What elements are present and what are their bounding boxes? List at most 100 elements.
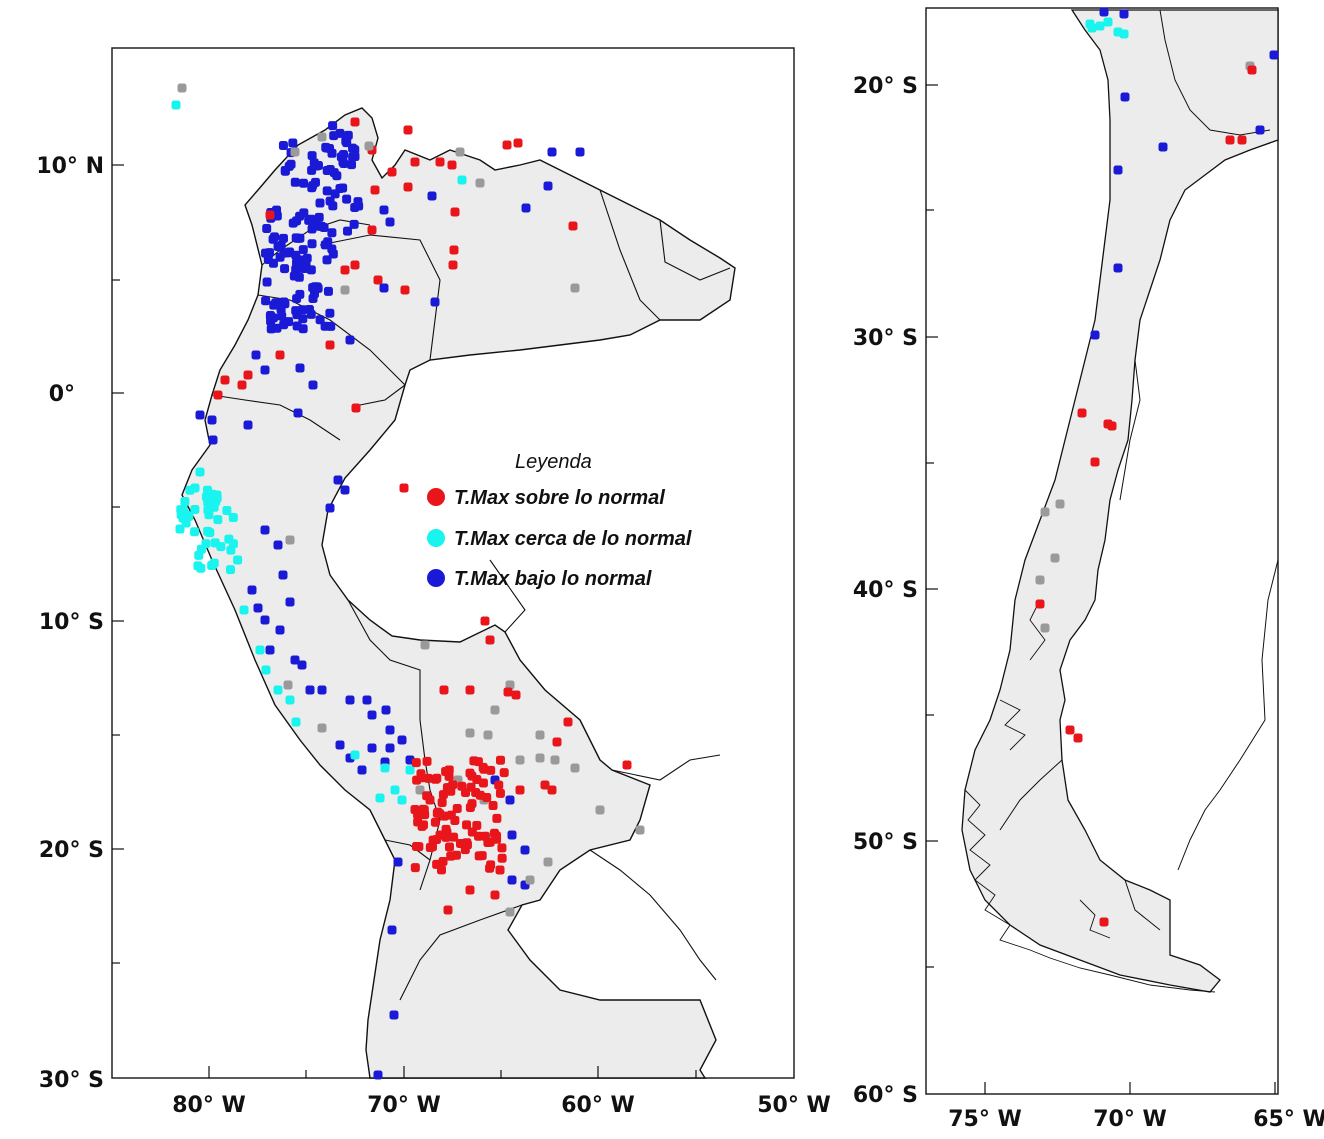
left-station-47	[266, 324, 276, 334]
left-station-413	[432, 808, 442, 818]
left-station-200	[260, 525, 270, 535]
right-ytick-60s: 60° S	[853, 1083, 918, 1108]
right-station-5	[1085, 19, 1095, 29]
right-map-stations	[1035, 7, 1279, 927]
left-map-landmass	[181, 107, 736, 1079]
left-station-171	[237, 380, 247, 390]
left-station-100	[315, 198, 325, 208]
left-station-435	[490, 890, 500, 900]
left-station-409	[486, 860, 496, 870]
right-station-0	[1103, 17, 1113, 27]
left-station-76	[273, 241, 283, 251]
left-station-104	[314, 212, 324, 222]
left-station-193	[243, 420, 253, 430]
left-station-72	[310, 282, 320, 292]
left-ytick-10s: 10° S	[39, 610, 104, 635]
left-station-167	[502, 140, 512, 150]
left-station-426	[503, 687, 513, 697]
left-station-176	[350, 260, 360, 270]
left-station-399	[442, 783, 452, 793]
left-station-432	[540, 780, 550, 790]
left-station-423	[485, 635, 495, 645]
right-station-9	[1255, 125, 1265, 135]
left-station-144	[343, 130, 353, 140]
left-station-58	[298, 305, 308, 315]
left-station-151	[403, 125, 413, 135]
left-station-294	[405, 765, 415, 775]
left-station-192	[251, 350, 261, 360]
left-station-219	[385, 743, 395, 753]
left-station-188	[295, 363, 305, 373]
left-station-164	[325, 340, 335, 350]
legend-marker-above	[427, 488, 445, 506]
left-station-128	[307, 151, 317, 161]
left-station-158	[403, 182, 413, 192]
legend-marker-below	[427, 569, 445, 587]
left-station-220	[397, 735, 407, 745]
left-station-109	[322, 186, 332, 196]
left-station-202	[265, 645, 275, 655]
left-station-386	[438, 790, 448, 800]
left-station-302	[475, 178, 485, 188]
left-station-52	[262, 224, 272, 234]
left-station-89	[304, 305, 314, 315]
left-station-238	[190, 504, 200, 514]
left-station-148	[338, 150, 348, 160]
left-station-322	[570, 283, 580, 293]
left-station-391	[461, 787, 471, 797]
left-station-261	[213, 515, 223, 525]
right-map-ticks	[926, 84, 1276, 1094]
left-station-314	[570, 763, 580, 773]
left-station-319	[505, 907, 515, 917]
left-ytick-20s: 20° S	[39, 838, 104, 863]
left-station-213	[385, 725, 395, 735]
left-station-106	[320, 240, 330, 250]
left-station-203	[260, 615, 270, 625]
left-station-300	[364, 141, 374, 151]
left-station-79	[298, 314, 308, 324]
legend-label-near: T.Max cerca de lo normal	[454, 528, 692, 550]
left-station-437	[443, 905, 453, 915]
left-station-419	[462, 838, 472, 848]
left-station-323	[317, 723, 327, 733]
legend: Leyenda T.Max sobre lo normal T.Max cerc…	[427, 451, 692, 590]
left-station-156	[449, 245, 459, 255]
left-station-254	[233, 555, 243, 565]
left-station-431	[515, 785, 525, 795]
left-station-131	[299, 178, 309, 188]
right-station-31	[1237, 135, 1247, 145]
right-station-6	[1099, 7, 1109, 17]
left-station-160	[370, 185, 380, 195]
left-station-237	[228, 513, 238, 523]
left-station-73	[279, 248, 289, 258]
left-station-436	[465, 885, 475, 895]
left-station-38	[325, 308, 335, 318]
left-station-359	[467, 799, 477, 809]
left-station-287	[285, 695, 295, 705]
right-station-19	[1107, 421, 1117, 431]
left-station-284	[255, 645, 265, 655]
left-station-71	[284, 317, 294, 327]
left-station-152	[410, 157, 420, 167]
right-station-13	[1113, 263, 1123, 273]
left-station-381	[471, 788, 481, 798]
left-station-154	[447, 160, 457, 170]
left-station-234	[507, 875, 517, 885]
left-station-206	[290, 655, 300, 665]
left-station-382	[482, 793, 492, 803]
left-station-173	[213, 390, 223, 400]
left-station-201	[273, 540, 283, 550]
left-station-434	[495, 865, 505, 875]
left-station-67	[288, 218, 298, 228]
right-station-30	[1225, 135, 1235, 145]
left-station-430	[622, 760, 632, 770]
left-station-135	[307, 165, 317, 175]
left-station-297	[177, 83, 187, 93]
left-station-222	[381, 705, 391, 715]
left-station-233	[520, 845, 530, 855]
left-station-283	[190, 483, 200, 493]
left-ytick-30s: 30° S	[39, 1068, 104, 1093]
right-xtick-65w: 65° W	[1253, 1107, 1324, 1132]
left-station-119	[325, 144, 335, 154]
left-station-149	[350, 117, 360, 127]
